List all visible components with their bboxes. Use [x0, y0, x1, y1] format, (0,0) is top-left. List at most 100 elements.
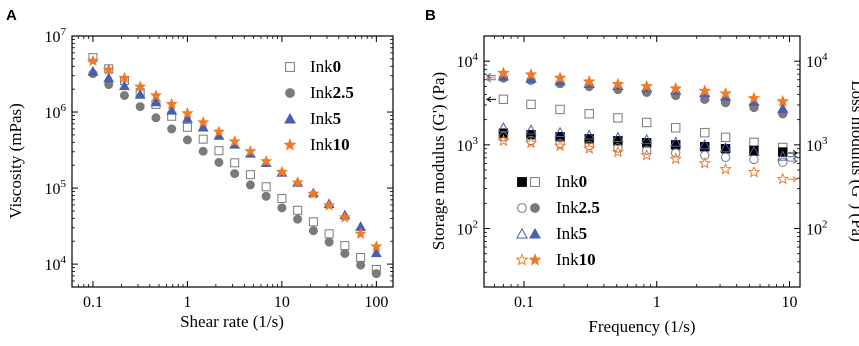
- panel-b-y-tick-label: 104: [457, 51, 479, 71]
- panel-b-storage-point-ink10: [524, 136, 538, 149]
- panel-a-point-ink2.5: [230, 169, 240, 179]
- panel-a-legend-marker-ink2.5: [285, 88, 295, 98]
- panel-b-storage-point-ink2.5: [749, 154, 759, 165]
- panel-a-legend-marker-ink0: [285, 62, 295, 72]
- panel-b-legend-label-ink0: Ink0: [556, 172, 587, 191]
- panel-b-storage-point-ink5: [583, 129, 595, 140]
- panel-b-storage-point-ink2.5: [584, 140, 594, 151]
- panel-b-loss-point-ink0: [613, 113, 623, 123]
- panel-a-point-ink2.5: [119, 91, 129, 101]
- panel-a-point-ink10: [165, 97, 178, 110]
- panel-b-x-tick-label: 10: [781, 294, 797, 311]
- legend-label-number: 10: [579, 250, 596, 269]
- legend-label-number: 10: [333, 135, 350, 154]
- panel-a-point-ink10: [197, 116, 210, 128]
- right-axis-arrow-icon: [788, 150, 798, 156]
- panel-a-point-ink2.5: [308, 226, 318, 236]
- panel-b-legend-label-ink10: Ink10: [556, 250, 596, 269]
- panel-b-loss-point-ink0: [498, 94, 509, 105]
- panel-b-loss-point-ink10: [611, 77, 625, 90]
- panel-b-y-tick-label: 103: [457, 135, 479, 155]
- panel-b-legend-storage-marker-ink2.5: [517, 203, 527, 213]
- panel-a-point-ink0: [230, 158, 240, 168]
- right-axis-arrow-icon: [788, 153, 798, 160]
- panel-a-points: [86, 53, 383, 279]
- panel-b-storage-point-ink10: [719, 162, 732, 175]
- panel-a-point-ink5: [118, 80, 130, 91]
- panel-b-loss-point-ink0: [584, 109, 594, 119]
- legend-label-prefix: Ink: [310, 135, 333, 154]
- panel-a-x-title: Shear rate (1/s): [180, 312, 284, 331]
- panel-b-storage-point-ink2.5: [555, 138, 565, 149]
- panel-a-point-ink10: [260, 154, 273, 167]
- panel-b-loss-point-ink0: [700, 127, 710, 138]
- panel-b-legend-storage-marker-ink10: [515, 253, 529, 266]
- panel-b-storage-point-ink10: [747, 165, 761, 178]
- panel-a-point-ink2.5: [277, 203, 287, 213]
- panel-a-point-ink5: [166, 104, 178, 115]
- panel-b-storage-point-ink5: [699, 138, 711, 150]
- panel-b-storage-point-ink5: [612, 131, 624, 142]
- legend-label-prefix: Ink: [556, 224, 579, 243]
- panel-b-loss-point-ink10: [497, 66, 510, 79]
- panel-b-legend-loss-marker-ink10: [528, 253, 542, 266]
- panel-a-point-ink2.5: [151, 113, 161, 123]
- panel-a-point-ink2.5: [167, 124, 177, 134]
- panel-b-loss-point-ink5: [777, 102, 789, 114]
- panel-b-storage-point-ink2.5: [613, 143, 623, 153]
- panel-a-point-ink10: [307, 187, 320, 199]
- panel-b-y-ticks: 102 103 104: [457, 51, 800, 273]
- panel-a-point-ink0: [198, 134, 208, 144]
- legend-label-number: 2.5: [333, 83, 354, 102]
- panel-a-point-ink0: [293, 205, 303, 215]
- panel-a-point-ink2.5: [182, 135, 192, 145]
- panel-b-loss-point-ink0: [749, 137, 759, 148]
- panel-b-legend-loss-marker-ink2.5: [530, 203, 540, 213]
- panel-a-point-ink0: [245, 170, 255, 180]
- panel-a-point-ink5: [103, 72, 115, 83]
- panel-b-y-tick-label: 102: [457, 219, 479, 239]
- panel-a-point-ink5: [181, 112, 193, 123]
- panel-b-storage-point-ink10: [497, 134, 510, 147]
- panel-a-point-ink10: [338, 211, 351, 223]
- legend-label-prefix: Ink: [310, 83, 333, 102]
- panel-b-storage-point-ink5: [497, 121, 510, 133]
- panel-a-legend-label-ink0: Ink0: [310, 57, 341, 76]
- panel-b-legend-label-ink5: Ink5: [556, 224, 587, 243]
- panel-b-x-tick-label: 0.1: [514, 294, 534, 311]
- panel-b-storage-point-ink2.5: [700, 150, 710, 161]
- panel-a-point-ink0: [356, 253, 366, 263]
- panel-a-point-ink5: [87, 65, 99, 76]
- panel-a-legend-label-ink2.5: Ink2.5: [310, 83, 354, 102]
- panel-b-loss-point-ink0: [671, 123, 681, 133]
- right-axis-arrow-icon: [788, 176, 798, 182]
- panel-a-y-tick-label: 105: [45, 178, 67, 198]
- panel-a-point-ink5: [150, 96, 162, 107]
- panel-b-legend-storage-marker-ink0: [517, 177, 527, 187]
- panel-a-x-tick-label: 100: [364, 294, 388, 311]
- panel-b-loss-point-ink10: [553, 71, 567, 84]
- left-axis-arrow-icon: [486, 96, 496, 103]
- panel-a-y-tick-label: 107: [45, 26, 67, 46]
- panel-a-point-ink0: [261, 182, 271, 192]
- panel-b-y-tick-label-right: 103: [806, 135, 828, 155]
- panel-a-point-ink2.5: [245, 180, 255, 190]
- panel-b-y-title-right: Loss modulus (G'') (Pa): [848, 80, 859, 241]
- panel-b-storage-point-ink5: [719, 142, 732, 153]
- panel-a-point-ink10: [102, 63, 115, 75]
- panel-a-point-ink10: [118, 71, 131, 84]
- panel-b-y-tick-label-right: 104: [806, 51, 828, 71]
- panel-b-loss-point-ink10: [776, 94, 790, 107]
- panel-a-point-ink10: [244, 144, 257, 157]
- panel-b-x-ticks: 0.1 1 10: [494, 36, 797, 311]
- panel-a-legend-marker-ink5: [284, 112, 296, 124]
- panel-a-x-tick-label: 1: [183, 294, 191, 311]
- panel-b-storage-point-ink5: [777, 150, 789, 161]
- panel-b-storage-point-ink10: [611, 145, 625, 158]
- panel-b-storage-point-ink5: [670, 136, 682, 147]
- panel-a-point-ink10: [86, 54, 99, 67]
- panel-b-storage-point-ink2.5: [778, 157, 788, 167]
